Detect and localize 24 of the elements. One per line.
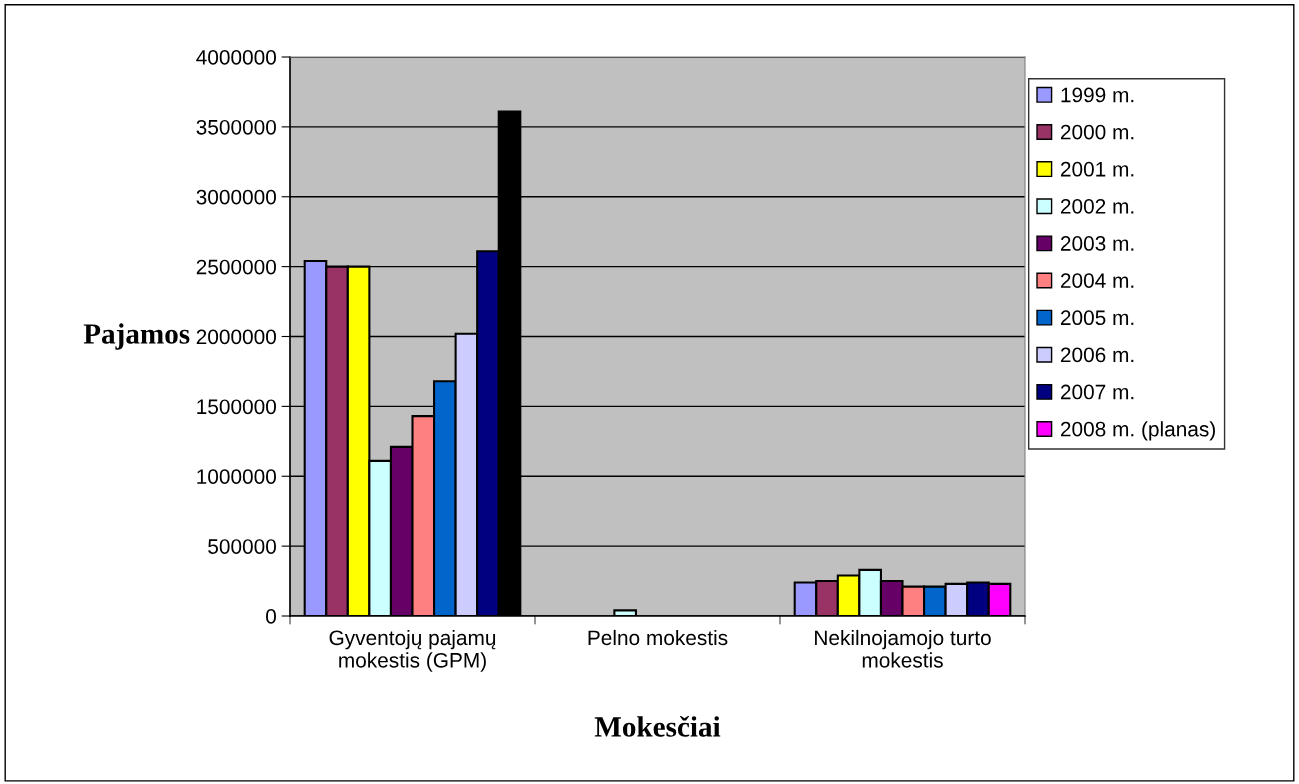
- y-tick-label: 3000000: [196, 189, 276, 205]
- y-tick-label: 0: [266, 609, 276, 624]
- legend-label: 2008 m. (planas): [1060, 421, 1215, 441]
- legend-label: 1999 m.: [1061, 87, 1134, 103]
- y-tick-label: 1000000: [197, 469, 276, 484]
- y-axis-title: Pajamos: [83, 323, 190, 350]
- legend-label: 2007 m.: [1060, 384, 1134, 400]
- legend-label: 2006 m.: [1060, 347, 1134, 363]
- legend-label: 2003 m.: [1060, 236, 1134, 251]
- y-tick-label: 2000000: [196, 329, 276, 345]
- legend-label: 2002 m.: [1060, 198, 1134, 214]
- y-tick-label: 4000000: [196, 50, 276, 65]
- y-tick-label: 2500000: [196, 259, 276, 275]
- legend-label: 2005 m.: [1060, 310, 1134, 326]
- y-tick-label: 3500000: [196, 119, 276, 135]
- x-tick-label: Pelno mokestis: [588, 629, 728, 646]
- x-axis-title: Mokesčiai: [594, 715, 721, 737]
- legend-label: 2001 m.: [1060, 161, 1134, 177]
- x-tick-label: Nekilnojamojo turto mokestis: [815, 629, 991, 668]
- legend-label: 2004 m.: [1060, 273, 1134, 288]
- legend-label: 2000 m.: [1060, 124, 1134, 140]
- y-tick-label: 1500000: [197, 399, 276, 415]
- x-tick-label: Gyventojų pajamų mokestis (GPM): [329, 629, 496, 672]
- y-tick-label: 500000: [208, 539, 276, 554]
